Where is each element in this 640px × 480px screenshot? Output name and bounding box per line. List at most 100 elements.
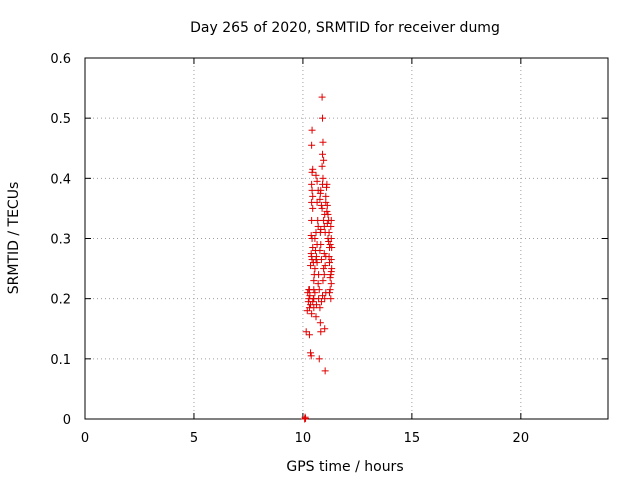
data-point (309, 204, 317, 212)
data-point (327, 295, 335, 303)
x-axis-label: GPS time / hours (286, 459, 403, 475)
data-point (318, 162, 326, 170)
data-point (318, 204, 326, 212)
data-point (319, 150, 327, 158)
data-point (322, 198, 330, 206)
data-point (319, 277, 327, 285)
data-point (308, 126, 316, 134)
data-point (327, 216, 335, 224)
data-point (324, 210, 332, 218)
data-point (314, 280, 322, 288)
data-point (307, 352, 315, 360)
x-tick-label: 15 (404, 431, 421, 446)
data-point (302, 328, 310, 336)
data-point (311, 289, 319, 297)
data-point (326, 286, 334, 294)
data-point (305, 286, 313, 294)
data-point (320, 250, 328, 258)
data-point (305, 331, 313, 339)
data-point (326, 259, 334, 267)
data-point (323, 180, 331, 188)
data-point (315, 355, 323, 363)
data-point (317, 256, 325, 264)
data-point (312, 313, 320, 321)
data-point (319, 114, 327, 122)
data-point (313, 177, 321, 185)
x-tick-label: 5 (190, 431, 198, 446)
data-point (317, 241, 325, 249)
data-point (323, 207, 331, 215)
data-point (316, 319, 324, 327)
data-point (314, 186, 322, 194)
data-point (326, 289, 334, 297)
data-point (312, 171, 320, 179)
data-point (308, 186, 316, 194)
data-point (309, 165, 317, 173)
data-point (310, 277, 318, 285)
data-point (327, 256, 335, 264)
data-point (308, 141, 316, 149)
data-point (309, 192, 317, 200)
data-point (302, 414, 310, 422)
data-point (320, 265, 328, 273)
data-point (326, 241, 334, 249)
x-tick-label: 20 (513, 431, 530, 446)
data-point (308, 168, 316, 176)
data-point (309, 259, 317, 267)
data-point (311, 265, 319, 273)
data-point (312, 253, 320, 261)
data-point (317, 225, 325, 233)
data-point (317, 328, 325, 336)
data-point (321, 325, 329, 333)
data-point (319, 292, 327, 300)
data-point (305, 295, 313, 303)
data-point (308, 180, 316, 188)
data-point (318, 93, 326, 101)
data-point (308, 310, 316, 318)
data-point (310, 271, 318, 279)
y-tick-label: 0.2 (50, 293, 71, 308)
data-point (317, 298, 325, 306)
y-tick-label: 0.5 (50, 112, 71, 127)
y-tick-label: 0 (63, 413, 71, 428)
data-point (317, 201, 325, 209)
data-point (320, 156, 328, 164)
data-point (327, 222, 335, 230)
chart-title: Day 265 of 2020, SRMTID for receiver dum… (190, 20, 500, 36)
data-point (307, 231, 315, 239)
data-point (316, 247, 324, 255)
data-point (323, 201, 331, 209)
data-point (328, 244, 336, 252)
points-layer (301, 93, 336, 423)
data-point (320, 222, 328, 230)
x-tick-label: 10 (295, 431, 312, 446)
data-point (326, 274, 334, 282)
data-point (308, 216, 316, 224)
y-tick-label: 0.1 (50, 353, 71, 368)
x-tick-label: 0 (81, 431, 89, 446)
data-point (307, 349, 315, 357)
y-tick-label: 0.3 (50, 233, 71, 248)
data-point (327, 235, 335, 242)
data-point (325, 228, 333, 236)
data-point (319, 174, 327, 182)
data-point (320, 271, 328, 279)
data-point (327, 280, 335, 288)
data-point (321, 262, 329, 270)
data-point (311, 235, 319, 242)
data-point (328, 265, 336, 273)
data-point (312, 301, 320, 309)
data-point (323, 219, 331, 227)
data-point (316, 304, 324, 312)
y-axis-label: SRMTID / TECUs (6, 182, 22, 295)
data-point (306, 292, 314, 300)
grid-layer (85, 58, 608, 419)
tick-layer: 0 5 10 15 20 0 0.1 0.2 0.3 0.4 0.5 0.6 (50, 52, 608, 446)
data-point (314, 216, 322, 224)
data-point (322, 192, 330, 200)
data-point (321, 367, 329, 375)
data-point (309, 298, 317, 306)
data-point (319, 138, 327, 146)
data-point (313, 198, 321, 206)
